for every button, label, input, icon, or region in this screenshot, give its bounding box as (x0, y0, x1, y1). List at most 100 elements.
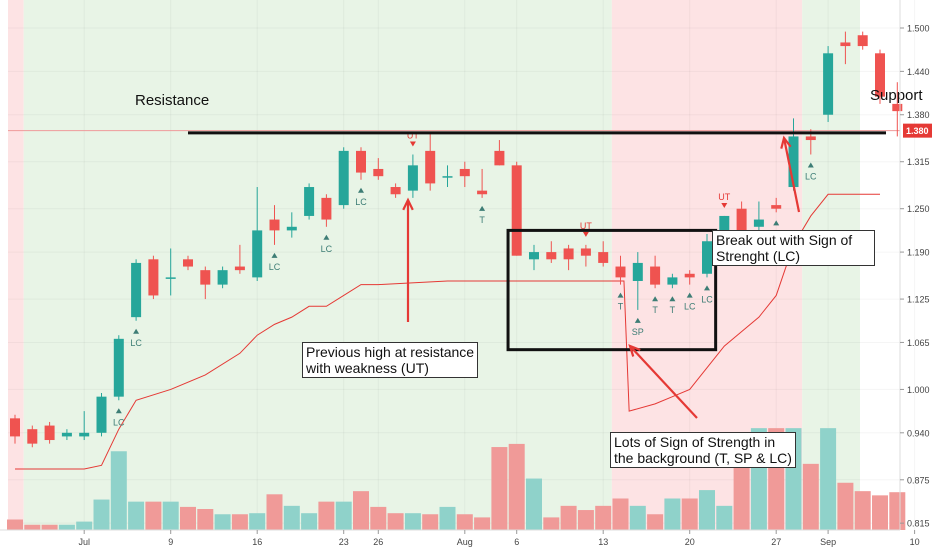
signal-arrow-down (409, 141, 416, 147)
signal-arrow-up (479, 205, 486, 211)
price-tick-label: 0.875 (907, 475, 930, 485)
volume-bar (128, 501, 145, 530)
price-axis[interactable]: 1.500 1.440 1.380 1.315 1.250 1.190 1.125 1.065… (899, 0, 932, 530)
price-tick-label: 1.065 (907, 338, 930, 348)
price-tick-label: 1.380 (907, 110, 930, 120)
volume-bar (837, 482, 854, 530)
volume-bar (93, 499, 110, 530)
signal-t: T (669, 296, 676, 315)
volume-bar (180, 506, 196, 530)
signal-ut: UT (718, 192, 731, 208)
signal-label: LC (130, 338, 142, 348)
volume-bar (716, 505, 733, 530)
volume-bar (301, 513, 318, 530)
volume-bar (422, 514, 439, 530)
volume-bar (7, 519, 23, 530)
arrow-sign-of-strength (628, 344, 698, 419)
candle (10, 414, 20, 444)
candle-body (875, 53, 885, 97)
candle (580, 244, 591, 267)
volume-bar (508, 443, 525, 530)
signal-arrow-up (652, 296, 659, 302)
arrow-head (780, 135, 792, 149)
volume-bar (41, 524, 58, 530)
candle (632, 252, 643, 310)
candle (321, 194, 332, 227)
time-axis[interactable]: Jul 9 16 23 26 Aug 6 13 20 27 Sep 10 (0, 529, 920, 547)
arrow-head (628, 344, 641, 357)
volume-bar (197, 509, 214, 530)
candle-body (615, 266, 626, 278)
arrow-shaft (782, 137, 801, 213)
candle (217, 266, 228, 289)
time-tick-label: 6 (514, 537, 519, 547)
time-tick-label: 27 (771, 537, 781, 547)
candle-body (736, 208, 747, 231)
volume-bar (370, 506, 387, 530)
price-tick-label: 1.500 (907, 23, 930, 33)
candle (477, 168, 488, 198)
signal-t: T (479, 205, 486, 225)
candle (771, 197, 782, 213)
time-tick-label: 13 (598, 537, 608, 547)
signal-arrow-up (669, 296, 676, 302)
price-tick-label: 1.250 (907, 204, 930, 214)
candle (753, 201, 764, 235)
candle-body (269, 219, 280, 231)
candle (252, 187, 263, 281)
volume-bar (820, 428, 837, 530)
signal-label: LC (113, 417, 125, 427)
volume-bar (629, 505, 646, 530)
candle (200, 266, 211, 300)
time-tick-label: 20 (685, 537, 695, 547)
candle (667, 273, 678, 289)
candle-body (113, 338, 124, 397)
note-sign-of-strength: Lots of Sign of Strength in the backgrou… (610, 432, 796, 468)
candle (823, 46, 834, 122)
candle (459, 161, 470, 188)
volume-bar (872, 495, 888, 530)
candle-body (477, 190, 488, 195)
volume-bar (491, 447, 508, 530)
candle (286, 212, 297, 238)
candle-body (684, 273, 695, 278)
candle-body (148, 259, 159, 296)
candle-body (632, 262, 643, 281)
volume-bar (249, 513, 266, 530)
candle-body (304, 187, 315, 216)
signal-label: SP (632, 327, 644, 337)
candle-body (892, 103, 903, 112)
candle-body (753, 219, 764, 227)
volume-bar (353, 491, 369, 530)
volume-bar (647, 514, 664, 530)
volume-bar (699, 490, 715, 530)
candle (650, 255, 661, 289)
candle-body (598, 252, 609, 263)
volume-bar (526, 478, 542, 530)
volume-bar (214, 514, 231, 530)
candle-body (27, 429, 38, 444)
time-tick-label: 26 (373, 537, 383, 547)
candle (546, 241, 557, 263)
price-tick-label: 1.125 (907, 295, 930, 305)
signal-label: UT (580, 221, 592, 231)
signal-ut: UT (407, 130, 419, 147)
price-tick-label: 0.815 (907, 519, 930, 529)
note-sign-of-strength-line-2: the background (T, SP & LC) (614, 450, 792, 466)
candle (598, 241, 609, 267)
last-price-badge (903, 123, 932, 138)
volume-bar (577, 510, 594, 530)
signal-marks: LCLCLCLCLCUTTUTTSPTTLCLCUTLCLC (113, 130, 817, 427)
candle-body (494, 150, 505, 166)
volume-bar (387, 513, 404, 530)
signal-arrow-up (773, 220, 780, 226)
note-previous-high-line-1: Previous high at resistance (306, 344, 475, 360)
arrow-previous-high (402, 197, 414, 322)
candle (511, 161, 522, 256)
volume-bar (889, 492, 906, 530)
candle-body (338, 150, 349, 206)
candle-body (79, 432, 90, 437)
candle-body (96, 396, 107, 433)
candle (425, 132, 436, 191)
time-tick-label: Jul (78, 537, 90, 547)
